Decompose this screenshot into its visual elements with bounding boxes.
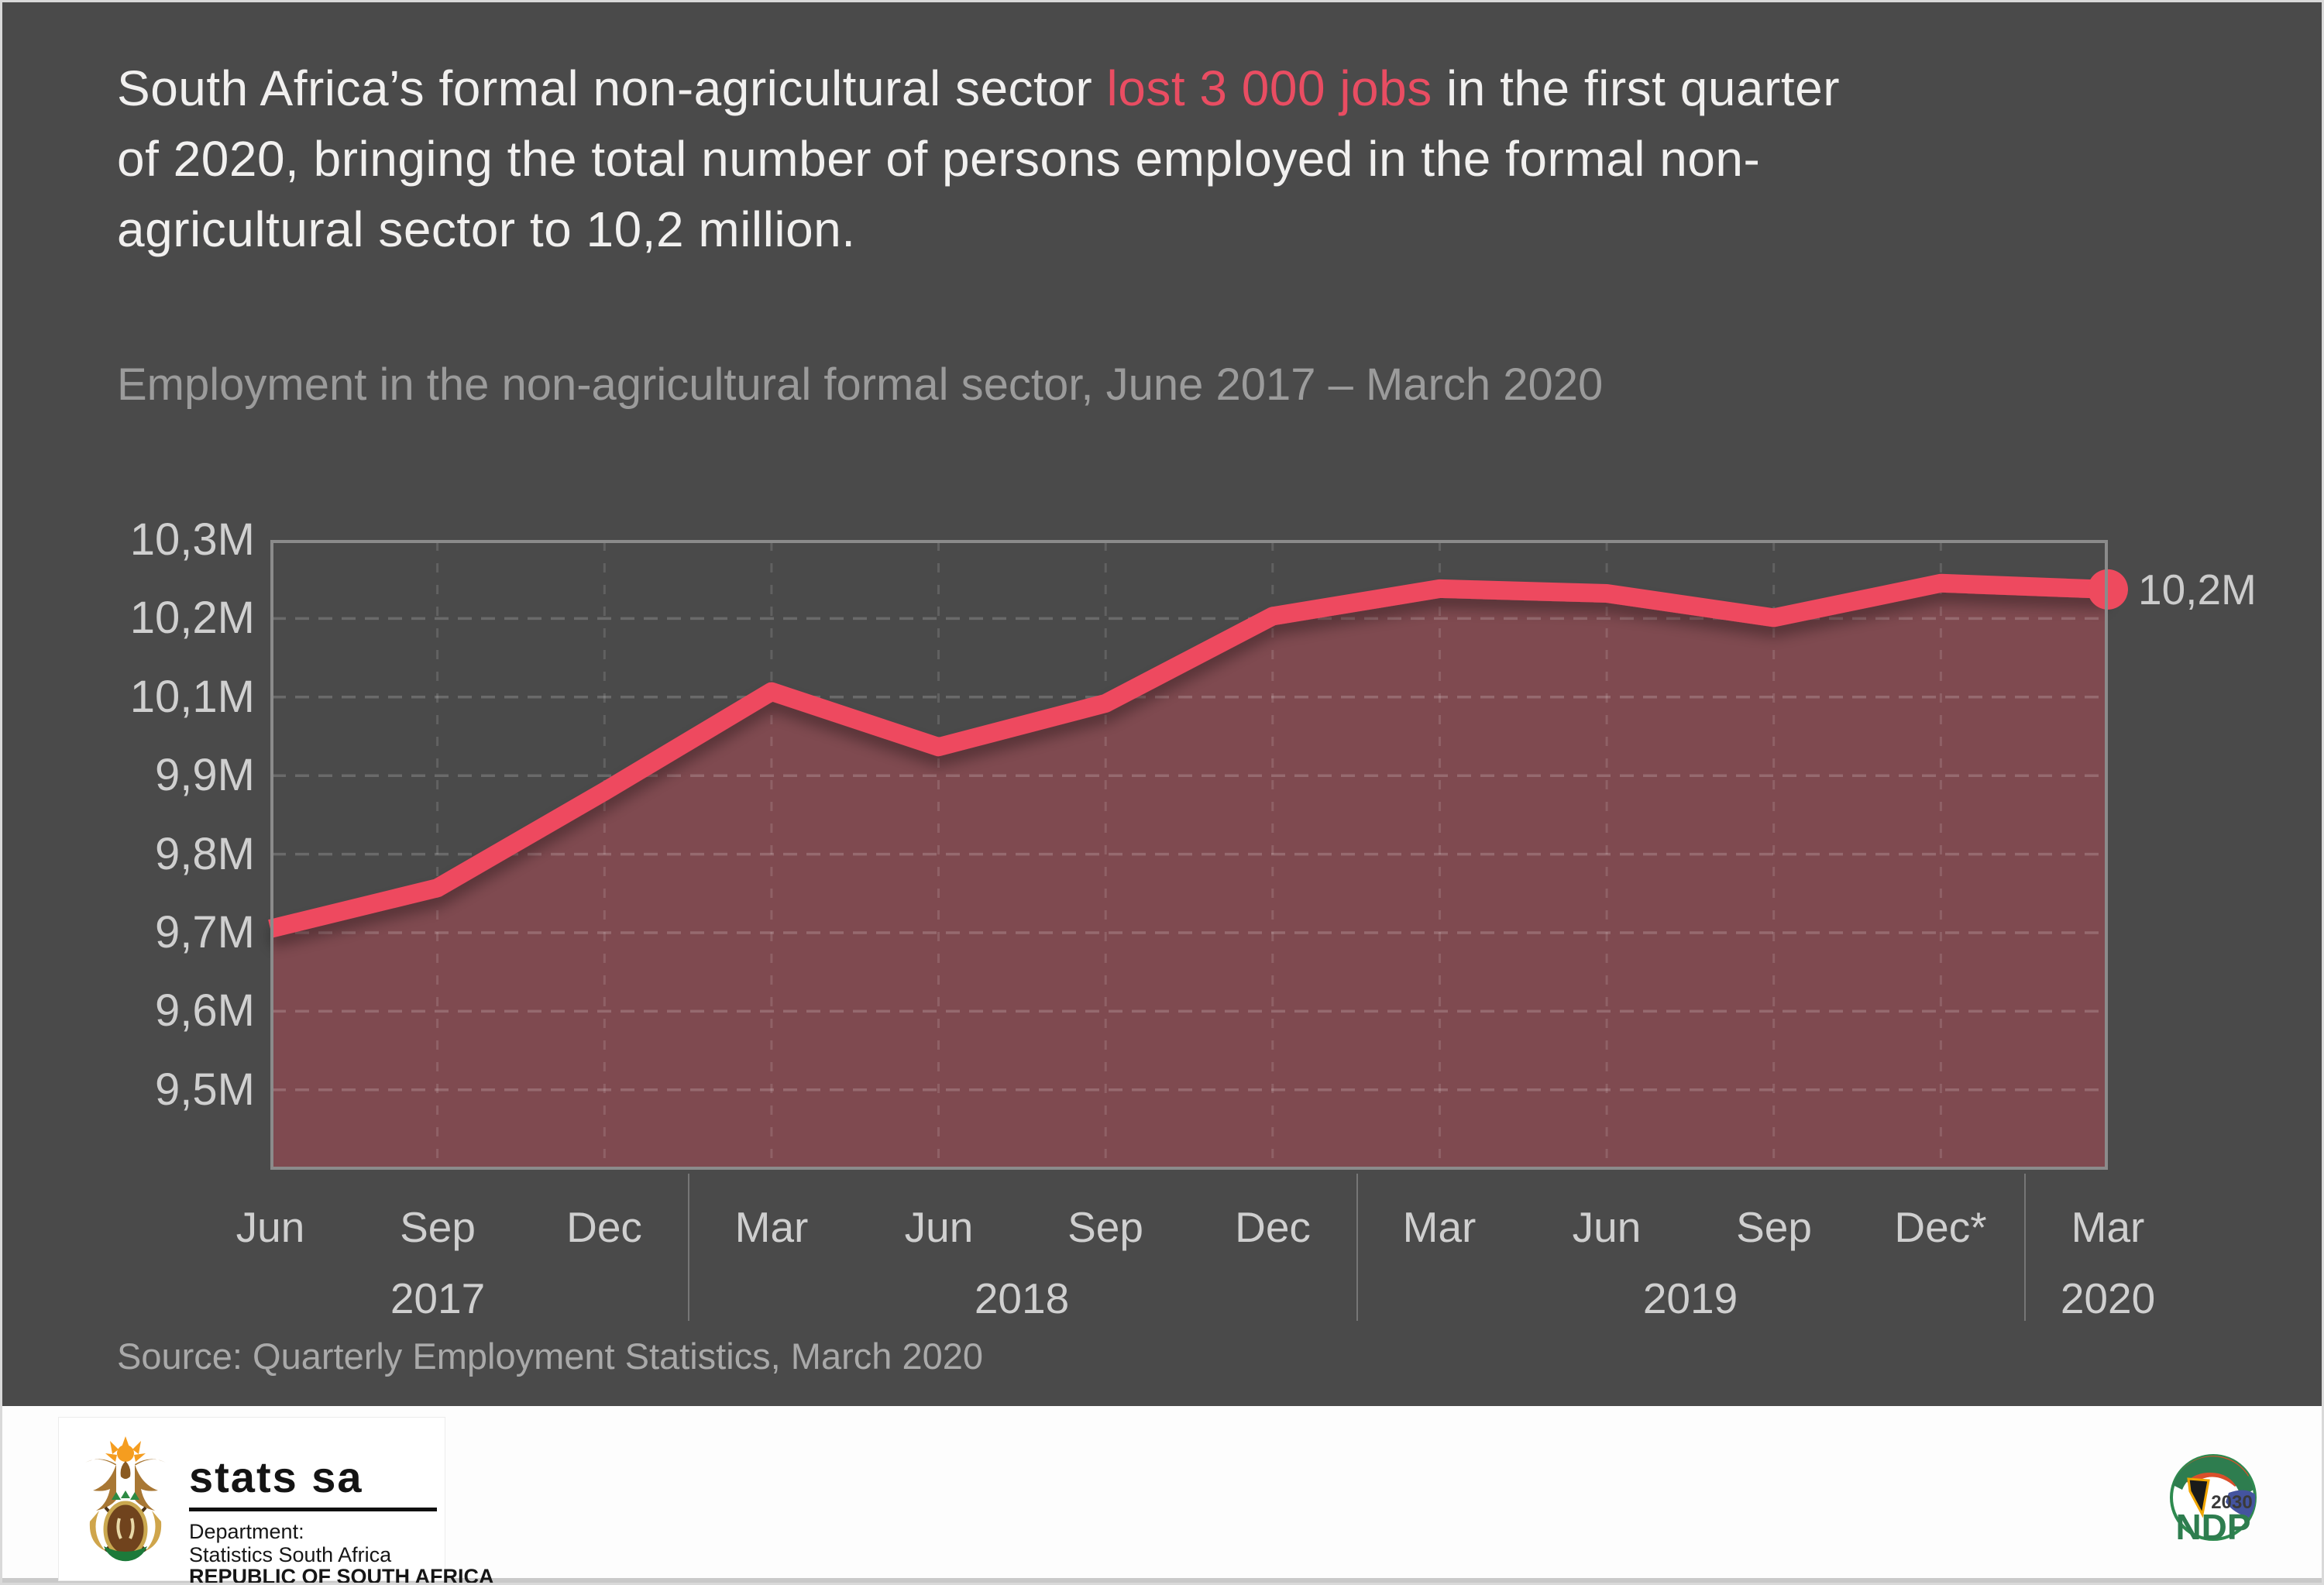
footer: stats sa Department: Statistics South Af… <box>2 1406 2322 1583</box>
year-separator <box>1356 1174 1358 1321</box>
employment-area-chart <box>268 540 2128 1170</box>
x-tick-label: Dec <box>1235 1203 1311 1251</box>
ndp-year-text: 2030 <box>2211 1492 2252 1513</box>
y-tick-label: 9,5M <box>155 1064 255 1115</box>
x-tick-label: Mar <box>2071 1203 2145 1251</box>
headline-line-1: South Africa’s formal non-agricultural s… <box>117 53 1840 124</box>
end-value-label: 10,2M <box>2138 566 2257 614</box>
x-tick-label: Dec <box>566 1203 642 1251</box>
headline-text: South Africa’s formal non-agricultural s… <box>117 60 1107 116</box>
employment-line <box>268 573 2109 938</box>
statssa-divider <box>189 1508 437 1511</box>
year-separator <box>688 1174 689 1321</box>
headline: South Africa’s formal non-agricultural s… <box>117 53 1840 265</box>
headline-highlight: lost 3 000 jobs <box>1106 60 1432 116</box>
headline-line-3: agricultural sector to 10,2 million. <box>117 201 856 257</box>
x-tick-label: Jun <box>1572 1203 1642 1251</box>
y-tick-label: 10,2M <box>129 593 255 643</box>
year-separator <box>2024 1174 2026 1321</box>
y-tick-label: 9,8M <box>155 829 255 879</box>
x-tick-label: Sep <box>400 1203 476 1251</box>
department-name: Statistics South Africa <box>189 1543 392 1566</box>
x-year-label: 2019 <box>1642 1274 1738 1322</box>
x-year-label: 2018 <box>974 1274 1070 1322</box>
coat-of-arms-icon <box>85 1436 166 1562</box>
x-tick-label: Sep <box>1067 1203 1143 1251</box>
headline-text: in the first quarter <box>1432 60 1840 116</box>
plot-border <box>270 540 2108 1170</box>
y-tick-label: 10,3M <box>129 514 255 565</box>
x-tick-label: Mar <box>1402 1203 1477 1251</box>
ndp-2030-logo: 2030 NDP <box>2170 1454 2257 1547</box>
headline-line-2: of 2020, bringing the total number of pe… <box>117 131 1761 187</box>
x-tick-label: Dec* <box>1894 1203 1987 1251</box>
department-label: Department: <box>189 1520 304 1543</box>
x-tick-label: Jun <box>904 1203 974 1251</box>
statssa-logo-card: stats sa Department: Statistics South Af… <box>58 1417 494 1583</box>
y-tick-label: 10,1M <box>129 672 255 722</box>
chart-title: Employment in the non-agricultural forma… <box>117 359 1604 410</box>
x-tick-label: Mar <box>734 1203 809 1251</box>
source-note: Source: Quarterly Employment Statistics,… <box>117 1336 983 1377</box>
republic-label: REPUBLIC OF SOUTH AFRICA <box>189 1565 494 1585</box>
statssa-wordmark: stats sa <box>189 1453 363 1501</box>
y-tick-label: 9,7M <box>155 907 255 958</box>
x-year-label: 2017 <box>390 1274 486 1322</box>
area-fill <box>270 583 2108 1170</box>
x-year-label: 2020 <box>2060 1274 2156 1322</box>
x-tick-label: Jun <box>235 1203 305 1251</box>
y-tick-label: 9,6M <box>155 985 255 1036</box>
x-tick-label: Sep <box>1736 1203 1812 1251</box>
ndp-acronym-text: NDP <box>2175 1507 2250 1547</box>
y-tick-label: 9,9M <box>155 750 255 800</box>
